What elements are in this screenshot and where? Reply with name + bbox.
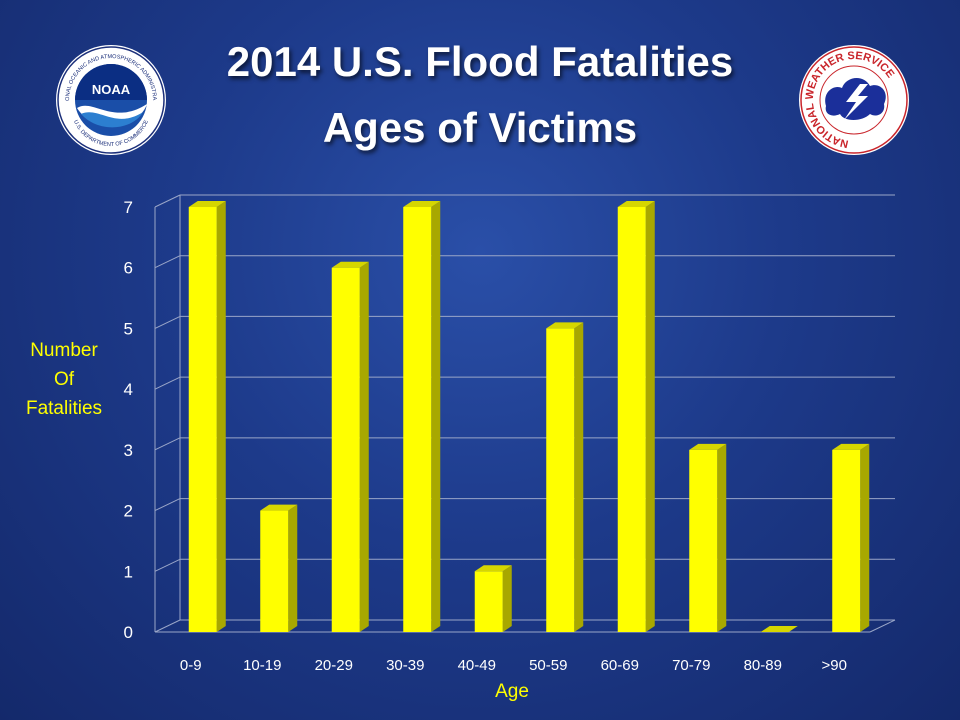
gridline-diagonal	[154, 315, 181, 329]
bar-top	[331, 261, 369, 268]
floor-edge	[869, 619, 896, 633]
bar-side	[502, 565, 512, 632]
y-tick-label: 5	[124, 319, 133, 338]
bar-top	[546, 322, 584, 329]
y-axis-label-line: Of	[53, 369, 75, 390]
bar-side	[288, 504, 298, 632]
x-axis-label: Age	[495, 681, 529, 702]
bar-top	[760, 626, 798, 632]
bar	[617, 207, 646, 632]
y-tick-label: 6	[124, 259, 133, 278]
y-axis-label: Number Of Fatalities	[14, 336, 114, 423]
y-tick-label: 7	[124, 198, 133, 217]
gridline-diagonal	[154, 376, 181, 390]
bar-top	[403, 201, 441, 207]
x-tick-label: 70-79	[672, 657, 710, 674]
y-tick-label: 2	[124, 502, 133, 521]
bar-top	[832, 443, 870, 450]
gridline-diagonal	[154, 619, 181, 633]
noaa-logo-text: NOAA	[92, 82, 131, 97]
nws-logo-icon: NATIONAL WEATHER SERVICE	[799, 45, 909, 155]
bar	[260, 510, 289, 632]
y-tick-label: 0	[124, 623, 133, 642]
gridline-diagonal	[154, 437, 181, 451]
bar	[188, 207, 217, 632]
y-tick-label: 1	[124, 562, 133, 581]
bar	[403, 207, 432, 632]
bar	[546, 328, 575, 632]
noaa-logo-icon: NOAA NATIONAL OCEANIC AND ATMOSPHERIC AD…	[55, 44, 166, 155]
bar-side	[717, 443, 727, 632]
x-tick-label: 50-59	[529, 657, 567, 674]
gridline-diagonal	[154, 255, 181, 269]
y-axis-label-line: Number	[30, 340, 98, 361]
y-tick-label: 3	[124, 441, 133, 460]
bar	[331, 267, 360, 632]
x-tick-label: 10-19	[243, 657, 281, 674]
x-tick-label: 0-9	[180, 657, 202, 674]
bar	[474, 571, 503, 632]
gridline-diagonal	[154, 498, 181, 512]
page-title: 2014 U.S. Flood Fatalities	[226, 38, 734, 85]
gridline-diagonal	[154, 558, 181, 572]
bar-top	[617, 201, 655, 207]
bar	[832, 449, 861, 632]
bar-side	[860, 443, 870, 632]
bar-side	[431, 201, 441, 632]
bar-side	[645, 201, 655, 632]
bar-top	[188, 201, 226, 207]
bar-side	[359, 261, 369, 632]
bar-side	[216, 201, 226, 632]
gridline-diagonal	[154, 194, 181, 208]
bar-top	[474, 565, 512, 572]
x-tick-label: 60-69	[601, 657, 639, 674]
x-tick-label: 40-49	[458, 657, 496, 674]
y-tick-label: 4	[124, 380, 133, 399]
y-axis-label-line: Fatalities	[25, 398, 103, 419]
x-tick-label: 80-89	[744, 657, 782, 674]
x-tick-label: 20-29	[315, 657, 353, 674]
x-tick-label: >90	[822, 657, 847, 674]
bar-top	[689, 443, 727, 450]
x-tick-label: 30-39	[386, 657, 424, 674]
bar	[689, 449, 718, 632]
bar-side	[574, 322, 584, 632]
bar-top	[260, 504, 298, 511]
page-subtitle: Ages of Victims	[322, 104, 638, 151]
